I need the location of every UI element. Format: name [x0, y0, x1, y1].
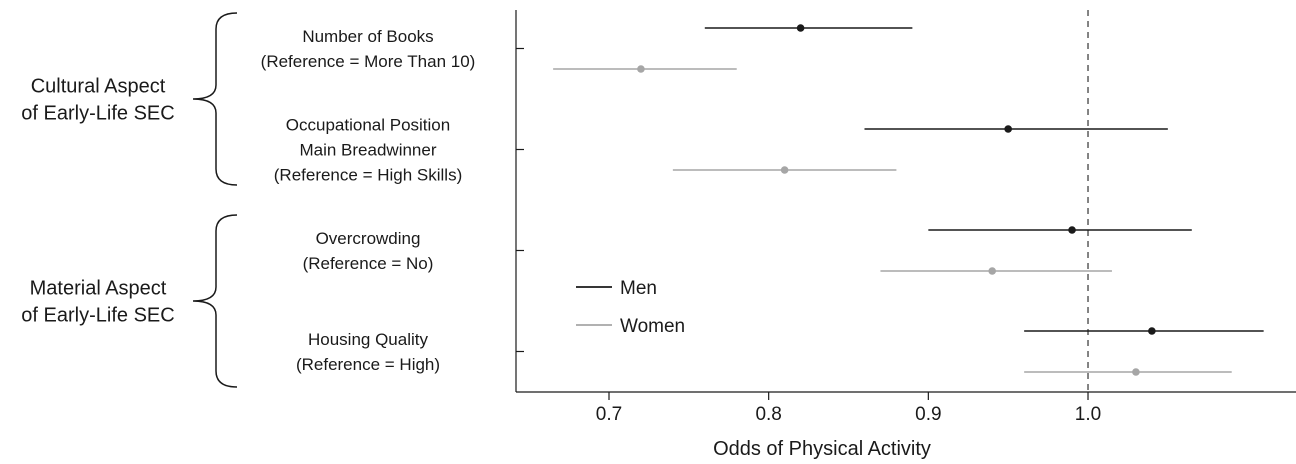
group-brace — [192, 214, 238, 388]
point-men — [1004, 125, 1012, 133]
row-label-line: Housing Quality — [308, 330, 429, 349]
row-label-line: (Reference = High) — [296, 355, 440, 374]
group-label-line: of Early-Life SEC — [21, 103, 174, 125]
point-women — [780, 166, 789, 174]
x-tick-label: 0.7 — [596, 404, 622, 425]
interval-marks — [553, 24, 1264, 376]
legend: Men Women — [576, 278, 685, 337]
x-tick-label: 0.8 — [755, 404, 781, 425]
row-label-line: Overcrowding — [316, 229, 421, 248]
row-label-line: (Reference = High Skills) — [274, 166, 463, 185]
x-tick-label: 1.0 — [1075, 404, 1101, 425]
group-label-line: Material Aspect — [30, 278, 167, 300]
point-women — [988, 267, 997, 275]
row-label-line: Occupational Position — [286, 116, 450, 135]
group-label-line: of Early-Life SEC — [21, 305, 174, 327]
row-labels: Number of Books (Reference = More Than 10… — [261, 27, 476, 374]
point-men — [1148, 327, 1156, 335]
group-brace — [192, 12, 238, 186]
row-label-line: (Reference = More Than 10) — [261, 52, 476, 71]
x-axis-title: Odds of Physical Activity — [713, 438, 931, 460]
point-men — [796, 24, 805, 32]
point-men — [1068, 226, 1076, 234]
point-women — [637, 65, 645, 73]
axes: 0.7 0.8 0.9 1.0 — [515, 10, 1296, 425]
row-label-line: (Reference = No) — [303, 254, 434, 273]
legend-label-men: Men — [620, 278, 657, 299]
point-women — [1132, 368, 1140, 376]
legend-label-women: Women — [620, 316, 685, 337]
row-label-line: Number of Books — [302, 27, 433, 46]
group-brackets — [192, 12, 238, 388]
row-label-line: Main Breadwinner — [299, 141, 436, 160]
group-label-line: Cultural Aspect — [31, 76, 166, 98]
x-tick-label: 0.9 — [915, 404, 941, 425]
group-labels: Cultural Aspect of Early-Life SEC Material… — [21, 76, 174, 327]
